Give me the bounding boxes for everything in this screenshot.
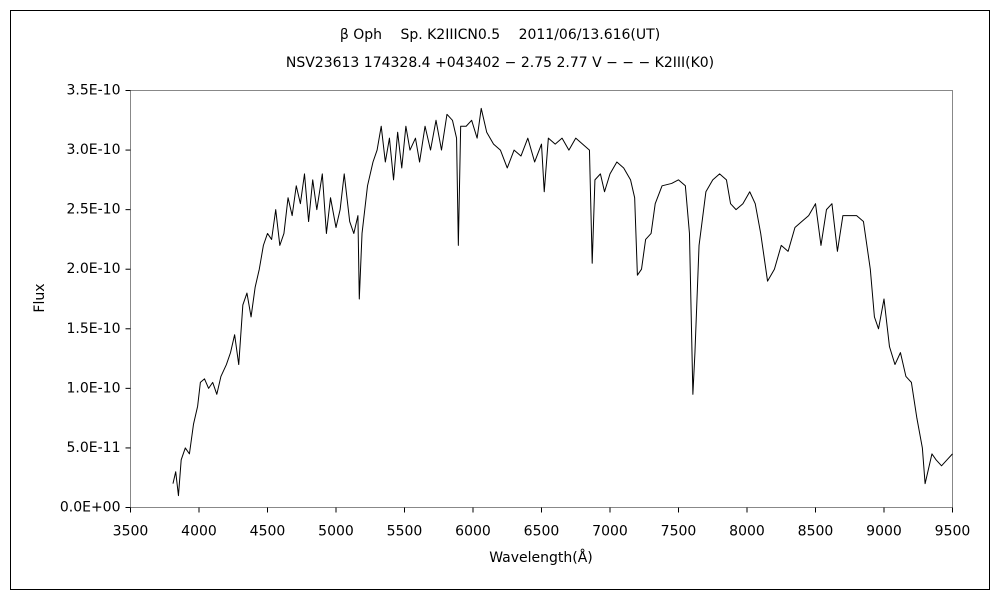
- chart-subtitle: NSV23613 174328.4 +043402 − 2.75 2.77 V …: [286, 55, 714, 71]
- x-tick-label: 7500: [661, 524, 697, 540]
- frame: [10, 10, 990, 590]
- y-tick-label: 5.0E-11: [67, 440, 121, 456]
- x-axis-label: Wavelength(Å): [489, 549, 593, 566]
- x-tick-label: 5500: [387, 524, 423, 540]
- spectrum-line: [172, 107, 953, 497]
- x-tick-label: 6000: [455, 524, 491, 540]
- y-tick-label: 1.5E-10: [67, 321, 121, 337]
- x-tick-label: 9500: [935, 524, 971, 540]
- x-tick-label: 9000: [866, 524, 902, 540]
- x-tick-label: 8500: [798, 524, 834, 540]
- chart-title: β Oph Sp. K2IIICN0.5 2011/06/13.616(UT): [340, 27, 660, 43]
- y-tick-label: 2.0E-10: [67, 261, 121, 277]
- x-tick-label: 7000: [592, 524, 628, 540]
- x-tick-label: 4500: [250, 524, 286, 540]
- x-tick-label: 4000: [181, 524, 217, 540]
- y-tick-label: 0.0E+00: [60, 500, 121, 516]
- y-tick-label: 3.0E-10: [67, 142, 121, 158]
- x-tick-label: 8000: [729, 524, 765, 540]
- y-tick-label: 3.5E-10: [67, 83, 121, 99]
- x-tick-label: 5000: [318, 524, 354, 540]
- y-tick-label: 2.5E-10: [67, 202, 121, 218]
- y-axis-label: Flux: [32, 283, 48, 312]
- y-tick-label: 1.0E-10: [67, 380, 121, 396]
- x-tick-label: 3500: [113, 524, 149, 540]
- x-tick-label: 6500: [524, 524, 560, 540]
